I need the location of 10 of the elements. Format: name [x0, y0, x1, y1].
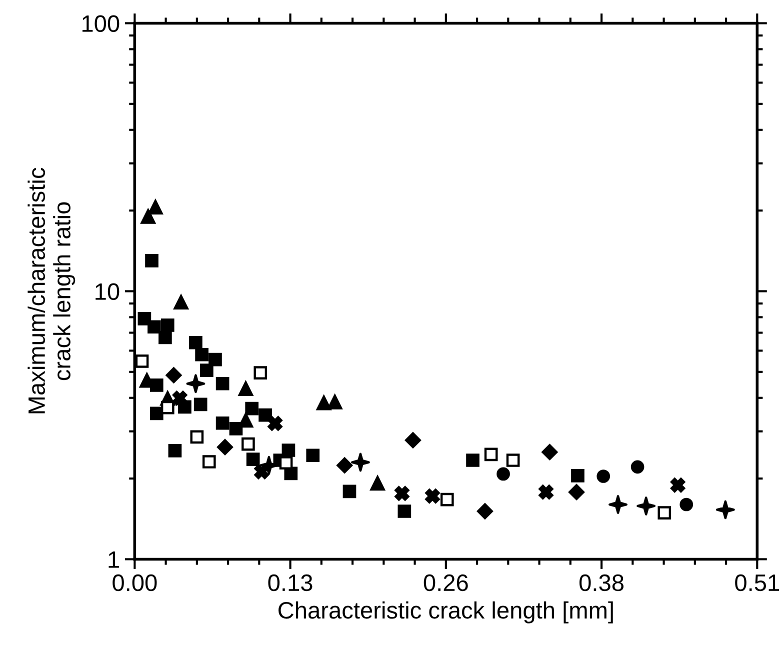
x-tick-label: 0.26: [424, 574, 468, 592]
x-tick-label: 0.13: [268, 574, 312, 592]
y-tick-label: 100: [82, 15, 120, 32]
y-tick-label: 10: [96, 283, 120, 300]
x-tick-label: 0.38: [579, 574, 624, 592]
x-axis-title: Characteristic crack length [mm]: [278, 601, 613, 624]
x-tick-label: 0.51: [735, 574, 779, 592]
y-tick-label: 1: [108, 552, 119, 568]
x-tick-label: 0.00: [112, 574, 157, 592]
y-axis-title: Maximum/characteristic crack length ratio: [28, 168, 76, 414]
